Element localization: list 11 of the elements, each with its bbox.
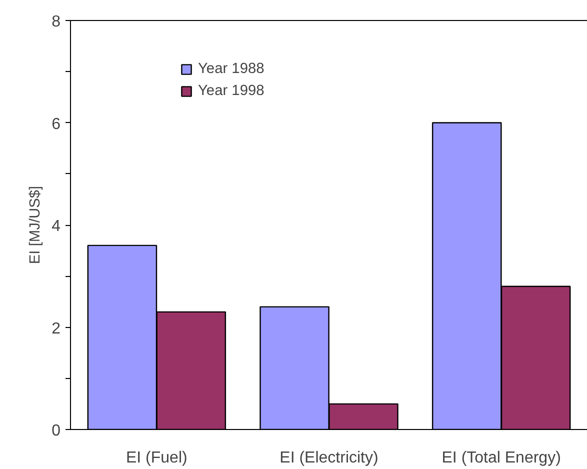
y-tick-label: 8 (52, 14, 61, 30)
x-tick-label: EI (Total Energy) (442, 450, 561, 466)
legend-label: Year 1998 (198, 83, 264, 99)
x-tick-label: EI (Fuel) (126, 450, 188, 466)
y-axis-title: EI [MJ/US$] (28, 186, 44, 264)
y-tick-label: 0 (52, 422, 61, 440)
y-tick-label: 4 (52, 218, 61, 235)
legend-label: Year 1988 (198, 61, 264, 77)
y-tick-label: 6 (52, 116, 61, 133)
y-tick-label: 2 (52, 320, 61, 338)
x-tick-label: EI (Electricity) (280, 450, 378, 466)
